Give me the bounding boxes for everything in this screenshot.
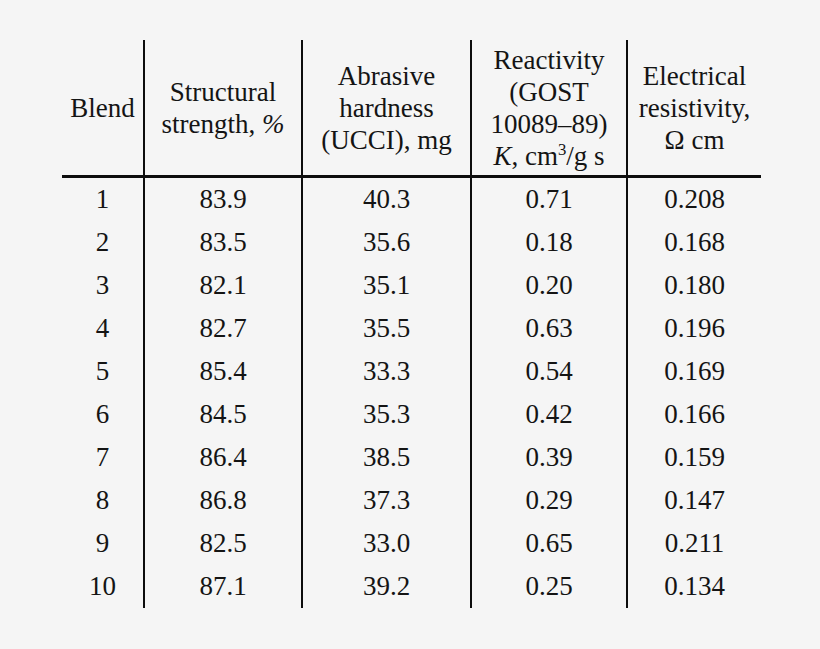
column-header-electrical-resistivity: Electrical resistivity, Ω cm	[628, 40, 761, 175]
cell-reactivity: 0.54	[472, 350, 628, 393]
cell-abrasive-hardness: 35.1	[303, 264, 472, 307]
k-symbol: K	[493, 141, 511, 171]
cell-structural-strength: 86.4	[145, 436, 303, 479]
header-line: Ω cm	[665, 124, 725, 156]
cell-electrical-resistivity: 0.180	[628, 264, 761, 307]
table-row: 1 83.9 40.3 0.71 0.208	[62, 178, 761, 221]
header-line: Reactivity	[494, 44, 605, 76]
properties-table: Blend Structural strength, % Abrasive ha…	[62, 40, 761, 608]
cell-electrical-resistivity: 0.169	[628, 350, 761, 393]
table-row: 5 85.4 33.3 0.54 0.169	[62, 350, 761, 393]
cell-blend: 2	[62, 221, 145, 264]
column-header-abrasive-hardness: Abrasive hardness (UCCI), mg	[303, 40, 472, 175]
cell-electrical-resistivity: 0.208	[628, 178, 761, 221]
table-row: 8 86.8 37.3 0.29 0.147	[62, 479, 761, 522]
cell-electrical-resistivity: 0.159	[628, 436, 761, 479]
cell-reactivity: 0.65	[472, 522, 628, 565]
cell-structural-strength: 87.1	[145, 565, 303, 608]
header-text: strength,	[162, 109, 263, 139]
cell-structural-strength: 83.5	[145, 221, 303, 264]
header-line: (GOST	[509, 76, 589, 108]
header-text: /g s	[566, 141, 604, 171]
header-line: hardness	[339, 92, 433, 124]
header-line: Structural	[170, 76, 276, 108]
table-row: 10 87.1 39.2 0.25 0.134	[62, 565, 761, 608]
cell-blend: 7	[62, 436, 145, 479]
cell-blend: 1	[62, 178, 145, 221]
cell-structural-strength: 86.8	[145, 479, 303, 522]
cell-abrasive-hardness: 38.5	[303, 436, 472, 479]
table-row: 9 82.5 33.0 0.65 0.211	[62, 522, 761, 565]
table-header-row: Blend Structural strength, % Abrasive ha…	[62, 40, 761, 178]
cell-electrical-resistivity: 0.147	[628, 479, 761, 522]
cell-blend: 10	[62, 565, 145, 608]
header-line: (UCCI), mg	[321, 124, 452, 156]
table-row: 7 86.4 38.5 0.39 0.159	[62, 436, 761, 479]
percent-unit: %	[262, 109, 285, 139]
table-row: 3 82.1 35.1 0.20 0.180	[62, 264, 761, 307]
cell-reactivity: 0.20	[472, 264, 628, 307]
header-line: resistivity,	[639, 92, 751, 124]
cell-blend: 3	[62, 264, 145, 307]
header-line: K, cm3/g s	[493, 140, 604, 172]
cell-abrasive-hardness: 33.0	[303, 522, 472, 565]
header-text: , cm	[511, 141, 558, 171]
table-row: 6 84.5 35.3 0.42 0.166	[62, 393, 761, 436]
cell-electrical-resistivity: 0.196	[628, 307, 761, 350]
cell-reactivity: 0.29	[472, 479, 628, 522]
cell-blend: 8	[62, 479, 145, 522]
cell-structural-strength: 82.5	[145, 522, 303, 565]
cell-electrical-resistivity: 0.211	[628, 522, 761, 565]
cell-abrasive-hardness: 37.3	[303, 479, 472, 522]
header-line: 10089–89)	[491, 108, 608, 140]
cell-blend: 9	[62, 522, 145, 565]
cell-blend: 6	[62, 393, 145, 436]
cell-structural-strength: 84.5	[145, 393, 303, 436]
cell-abrasive-hardness: 40.3	[303, 178, 472, 221]
cell-abrasive-hardness: 33.3	[303, 350, 472, 393]
cell-reactivity: 0.18	[472, 221, 628, 264]
header-line: Electrical	[643, 60, 746, 92]
column-header-structural-strength: Structural strength, %	[145, 40, 303, 175]
header-line: Abrasive	[338, 60, 435, 92]
cell-reactivity: 0.39	[472, 436, 628, 479]
header-line: Blend	[70, 92, 135, 124]
cell-abrasive-hardness: 35.5	[303, 307, 472, 350]
cell-reactivity: 0.42	[472, 393, 628, 436]
cell-abrasive-hardness: 35.6	[303, 221, 472, 264]
page: Blend Structural strength, % Abrasive ha…	[0, 0, 820, 649]
cell-structural-strength: 82.1	[145, 264, 303, 307]
column-header-blend: Blend	[62, 40, 145, 175]
cell-reactivity: 0.63	[472, 307, 628, 350]
cell-structural-strength: 85.4	[145, 350, 303, 393]
cell-structural-strength: 83.9	[145, 178, 303, 221]
cell-structural-strength: 82.7	[145, 307, 303, 350]
header-line: strength, %	[162, 108, 285, 140]
table-row: 4 82.7 35.5 0.63 0.196	[62, 307, 761, 350]
cell-blend: 5	[62, 350, 145, 393]
cell-electrical-resistivity: 0.168	[628, 221, 761, 264]
cell-reactivity: 0.71	[472, 178, 628, 221]
table-row: 2 83.5 35.6 0.18 0.168	[62, 221, 761, 264]
cell-electrical-resistivity: 0.166	[628, 393, 761, 436]
cell-blend: 4	[62, 307, 145, 350]
cell-electrical-resistivity: 0.134	[628, 565, 761, 608]
cell-abrasive-hardness: 39.2	[303, 565, 472, 608]
column-header-reactivity: Reactivity (GOST 10089–89) K, cm3/g s	[472, 40, 628, 175]
cell-abrasive-hardness: 35.3	[303, 393, 472, 436]
cell-reactivity: 0.25	[472, 565, 628, 608]
